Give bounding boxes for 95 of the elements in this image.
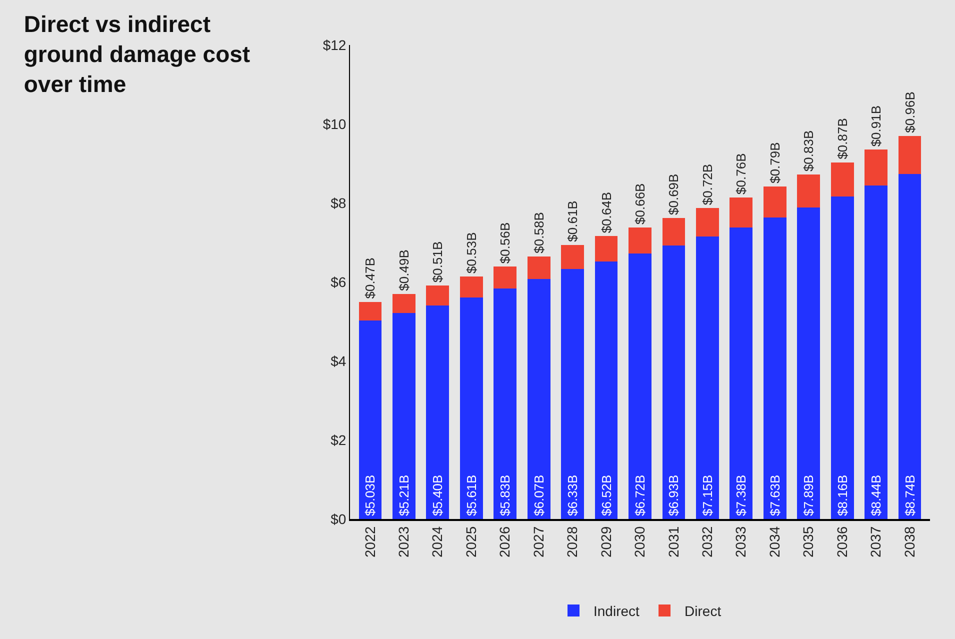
x-tick-label: 2037	[868, 526, 884, 558]
data-label: $7.63B	[767, 474, 782, 516]
data-label: $0.87B	[834, 118, 850, 160]
bar	[561, 268, 584, 519]
data-label: $8.74B	[902, 474, 918, 516]
y-tick-label: $6	[330, 274, 346, 290]
bar	[763, 186, 786, 218]
x-tick-label: 2034	[766, 526, 782, 558]
bar	[864, 186, 888, 519]
x-tick-label: 2030	[632, 526, 648, 558]
bar	[358, 320, 382, 519]
legend-label: Direct	[684, 602, 722, 619]
x-tick-label: 2035	[800, 526, 816, 558]
data-label: $6.52B	[598, 474, 614, 516]
y-tick-label: $8	[330, 194, 346, 211]
bar	[898, 136, 922, 174]
data-label: $7.15B	[700, 474, 715, 516]
x-tick-label: 2028	[564, 526, 580, 558]
data-label: $0.72B	[700, 164, 715, 206]
bar	[830, 196, 854, 519]
x-tick-label: 2033	[732, 526, 749, 558]
bar	[460, 297, 483, 519]
bar	[494, 288, 517, 519]
data-label: $7.38B	[734, 474, 749, 516]
bar	[864, 150, 888, 186]
bar	[696, 236, 719, 519]
bar	[830, 162, 854, 197]
legend-label: Indirect	[594, 602, 640, 619]
y-tick-label: $2	[330, 432, 346, 448]
y-tick-label: $0	[330, 510, 346, 527]
x-tick-label: 2031	[665, 526, 682, 558]
data-label: $0.58B	[531, 212, 546, 254]
data-label: $8.16B	[834, 474, 850, 516]
data-label: $6.93B	[666, 474, 682, 516]
x-tick-label: 2022	[362, 526, 378, 558]
bar	[628, 254, 652, 519]
y-tick-label: $10	[322, 116, 346, 132]
data-label: $0.56B	[498, 222, 513, 264]
x-tick-label: 2027	[530, 526, 546, 558]
data-label: $0.64B	[598, 192, 614, 234]
bar	[392, 294, 416, 314]
bar	[594, 236, 618, 262]
bar	[527, 256, 550, 280]
bar	[696, 208, 719, 237]
data-label: $0.69B	[666, 174, 682, 216]
data-label: $5.21B	[396, 474, 412, 516]
x-tick-label: 2024	[429, 526, 446, 558]
bar	[594, 261, 618, 519]
bar	[426, 306, 450, 519]
data-label: $5.61B	[464, 474, 479, 516]
x-tick-label: 2036	[834, 526, 850, 558]
bar	[392, 313, 416, 519]
bar	[763, 218, 786, 519]
bar	[628, 227, 652, 254]
data-label: $0.83B	[801, 130, 816, 172]
data-label: $0.66B	[632, 183, 648, 224]
data-label: $0.61B	[565, 200, 580, 242]
bar	[730, 227, 753, 519]
data-label: $6.33B	[565, 474, 580, 516]
bar	[662, 245, 686, 519]
bar	[494, 266, 517, 289]
data-label: $8.44B	[868, 474, 884, 516]
data-label: $6.07B	[531, 474, 546, 516]
data-label: $7.89B	[801, 474, 816, 516]
x-tick-label: 2023	[396, 526, 412, 558]
bar	[730, 197, 753, 228]
x-tick-label: 2025	[462, 526, 479, 558]
bar	[358, 302, 382, 320]
x-tick-label: 2026	[496, 526, 513, 558]
data-label: $0.47B	[362, 258, 378, 299]
y-tick-label: $4	[330, 352, 346, 369]
data-label: $6.72B	[632, 474, 648, 516]
bar	[662, 218, 686, 246]
x-tick-label: 2032	[698, 526, 715, 558]
x-tick-label: 2038	[901, 526, 918, 558]
x-tick-label: 2029	[598, 526, 614, 558]
y-tick-label: $12	[322, 36, 346, 53]
data-label: $0.91B	[868, 105, 884, 147]
bar	[561, 244, 584, 269]
data-label: $0.49B	[396, 250, 412, 291]
data-label: $5.83B	[498, 474, 513, 516]
bar	[527, 279, 550, 519]
bar	[426, 286, 450, 306]
bar	[460, 276, 483, 298]
bar	[797, 174, 820, 208]
bar	[797, 207, 820, 519]
data-label: $0.76B	[734, 153, 749, 194]
data-label: $5.03B	[362, 474, 378, 516]
data-label: $0.79B	[767, 142, 782, 184]
data-label: $5.40B	[430, 474, 446, 516]
data-label: $0.53B	[464, 232, 479, 274]
data-label: $0.51B	[430, 241, 446, 283]
data-label: $0.96B	[902, 92, 918, 133]
text: Direct vs indirect ground damage cost over time	[24, 10, 250, 97]
bar	[898, 174, 922, 519]
